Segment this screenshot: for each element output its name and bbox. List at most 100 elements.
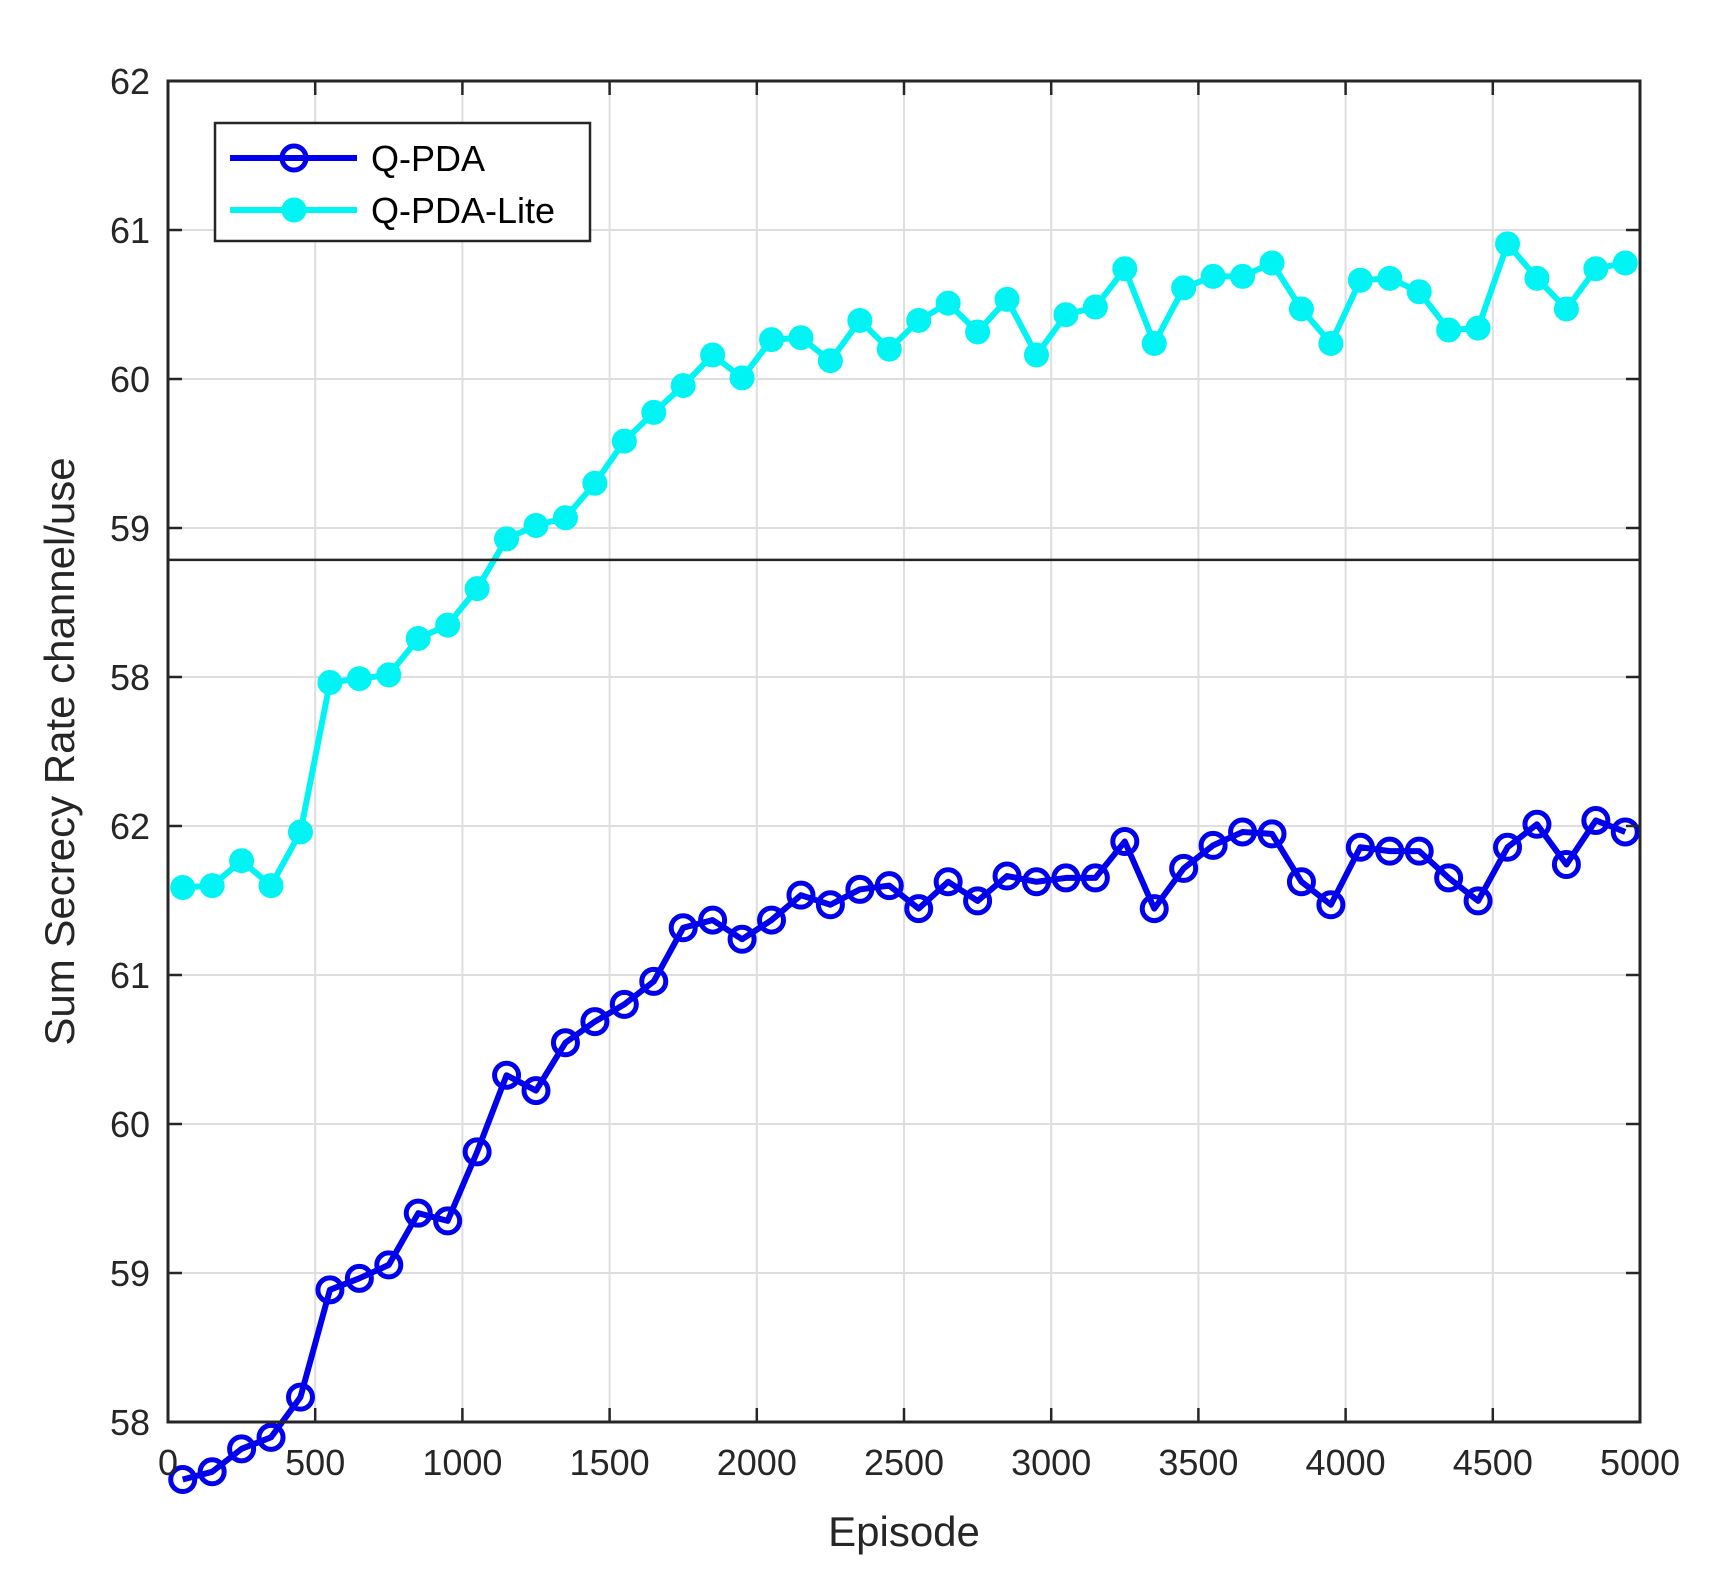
data-point [1612,250,1638,276]
series-group [168,231,1640,1494]
x-tick-label: 3000 [1011,1442,1091,1483]
y-tick-label: 58 [110,657,150,698]
y-tick-label: 60 [110,359,150,400]
y-tick-labels: 58 59 60 61 62 58 59 60 61 62 [110,61,150,1443]
data-point [611,428,637,454]
data-point [1316,890,1346,920]
data-point [1581,805,1611,835]
legend-item: Q-PDA [230,138,485,179]
data-point [788,325,814,351]
data-point [700,342,726,368]
data-point [1553,296,1579,322]
x-tick-label: 1500 [570,1442,650,1483]
data-point [1463,886,1493,916]
data-point [1377,265,1403,291]
data-point [759,327,785,353]
x-tick-labels: 0 500 1000 1500 2000 2500 3000 3500 4000 4500 5000 [158,1442,1680,1483]
data-point [1347,267,1373,293]
x-tick-label: 0 [158,1442,178,1483]
legend-item: Q-PDA-Lite [230,190,555,231]
data-point [199,873,225,899]
data-point [1436,317,1462,343]
data-point [641,399,667,425]
data-point [845,874,875,904]
data-point [344,1263,374,1293]
data-point [552,505,578,531]
data-point [403,1198,433,1228]
data-point [757,905,787,935]
data-point [1228,817,1258,847]
data-point [464,576,490,602]
data-point [609,989,639,1019]
data-point [1495,231,1521,257]
data-point [727,924,757,954]
data-point [1404,836,1434,866]
data-point [668,913,698,943]
data-point [965,319,991,345]
legend-box [213,121,592,243]
data-point [815,890,845,920]
data-point [433,1206,463,1236]
data-point [462,1137,492,1167]
data-point [227,1434,257,1464]
data-point [1021,867,1051,897]
data-point [1465,315,1491,341]
data-point [523,512,549,538]
y-axis-label: Sum Secrecy Rate channel/use [36,457,83,1045]
legend: Q-PDA Q-PDA-Lite [213,121,592,243]
data-point [786,880,816,910]
data-point [1141,330,1167,356]
data-point [1434,863,1464,893]
y-tick-label: 61 [110,210,150,251]
data-point [1583,256,1609,282]
data-point [287,819,313,845]
data-point [285,1382,315,1412]
data-point [1406,279,1432,305]
data-point [1610,817,1640,847]
data-point [935,290,961,316]
data-point [1112,256,1138,282]
data-point [729,365,755,391]
y-tick-label: 59 [110,1253,150,1294]
data-point [817,348,843,374]
y-tick-label: 59 [110,508,150,549]
data-point [197,1457,227,1487]
data-point [1551,850,1581,880]
series-line [181,817,1627,1483]
legend-label: Q-PDA-Lite [371,190,555,231]
data-point [1286,867,1316,897]
x-tick-label: 4500 [1453,1442,1533,1483]
data-point [847,307,873,333]
data-point [904,894,934,924]
y-tick-label: 62 [110,61,150,102]
x-tick-label: 2000 [717,1442,797,1483]
data-point [521,1076,551,1106]
data-point [1169,853,1199,883]
legend-label: Q-PDA [371,138,485,179]
x-axis-label: Episode [828,1508,980,1555]
x-tick-label: 5000 [1600,1442,1680,1483]
data-point [1230,263,1256,289]
data-point [1257,819,1287,849]
data-point [494,526,520,552]
data-point [1524,265,1550,291]
data-point [492,1060,522,1090]
data-point [963,886,993,916]
data-point [933,867,963,897]
data-point [550,1028,580,1058]
data-point [1318,330,1344,356]
data-point [315,1275,345,1305]
data-point [168,1464,198,1494]
legend-items: Q-PDA Q-PDA-Lite [230,138,555,231]
legend-marker [281,197,307,223]
data-point [256,1422,286,1452]
data-point [639,966,669,996]
data-point [1345,832,1375,862]
data-point [874,871,904,901]
data-point [170,875,196,901]
x-tick-label: 1000 [422,1442,502,1483]
legend-marker [279,143,309,173]
